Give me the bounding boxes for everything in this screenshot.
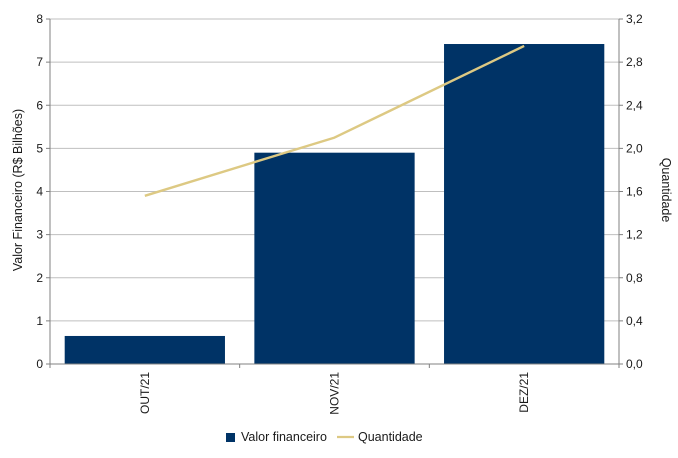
legend-label-valor-financeiro: Valor financeiro (241, 430, 327, 444)
y2-tick-label: 0,8 (626, 271, 643, 285)
x-tick-label: OUT/21 (138, 372, 152, 414)
y2-tick-label: 1,6 (626, 185, 643, 199)
x-tick-label: NOV/21 (328, 372, 342, 415)
y2-tick-label: 2,8 (626, 55, 643, 69)
y-tick-label: 3 (36, 228, 43, 242)
y-tick-label: 5 (36, 141, 43, 155)
y2-tick-label: 1,2 (626, 228, 643, 242)
y2-axis-title: Quantidade (659, 158, 673, 223)
y-tick-label: 1 (36, 314, 43, 328)
legend-swatch-valor-financeiro (226, 433, 235, 442)
y-axis-title: Valor Financeiro (R$ Bilhões) (11, 109, 25, 271)
y-tick-label: 6 (36, 98, 43, 112)
bar (254, 152, 415, 364)
y2-tick-label: 0,0 (626, 357, 643, 371)
bar-series (64, 44, 605, 364)
y2-tick-label: 3,2 (626, 12, 643, 26)
bar (444, 44, 605, 364)
right-axis-ticks: 0,0 0,4 0,8 1,2 1,6 2,0 2,4 2,8 3,2 (619, 12, 643, 371)
left-axis-ticks: 0 1 2 3 4 5 6 7 8 (36, 12, 50, 371)
legend: Valor financeiro Quantidade (226, 430, 423, 444)
y-tick-label: 8 (36, 12, 43, 26)
y-tick-label: 4 (36, 185, 43, 199)
line-series (144, 44, 525, 197)
x-tick-label: DEZ/21 (517, 372, 531, 413)
y-tick-label: 0 (36, 357, 43, 371)
legend-label-quantidade: Quantidade (358, 430, 423, 444)
y2-tick-label: 2,0 (626, 141, 643, 155)
quantidade-line (144, 44, 525, 197)
y2-tick-label: 2,4 (626, 98, 643, 112)
y-tick-label: 2 (36, 271, 43, 285)
x-axis-ticks: OUT/21 NOV/21 DEZ/21 (49, 364, 620, 415)
y-tick-label: 7 (36, 55, 43, 69)
y2-tick-label: 0,4 (626, 314, 643, 328)
bar (64, 335, 225, 364)
